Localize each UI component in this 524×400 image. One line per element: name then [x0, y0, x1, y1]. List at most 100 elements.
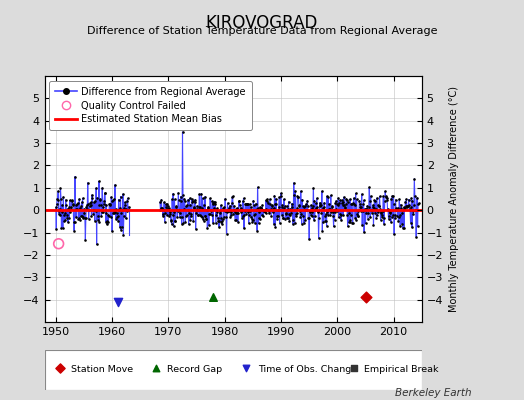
Point: [190, 204, 198, 210]
Point: [171, 218, 179, 224]
Point: [326, 192, 335, 199]
Point: [243, 201, 251, 207]
Point: [118, 224, 127, 231]
Point: [289, 217, 298, 224]
Point: [409, 208, 417, 214]
Point: [54, 240, 63, 247]
Point: [222, 214, 231, 220]
Point: [162, 201, 170, 207]
Point: [385, 206, 394, 213]
Point: [368, 204, 377, 210]
Point: [300, 207, 309, 213]
Point: [306, 208, 314, 214]
Point: [228, 193, 237, 200]
Point: [403, 203, 412, 210]
Point: [247, 214, 255, 220]
Point: [88, 195, 96, 201]
Point: [405, 202, 413, 208]
Point: [302, 201, 310, 207]
Point: [265, 208, 273, 214]
Point: [111, 209, 119, 215]
Point: [252, 207, 260, 213]
Point: [116, 194, 125, 200]
Point: [56, 206, 64, 212]
Point: [324, 194, 332, 200]
Point: [213, 208, 222, 215]
Point: [375, 203, 383, 210]
Point: [63, 215, 71, 222]
Point: [408, 224, 416, 230]
FancyBboxPatch shape: [45, 350, 422, 390]
Point: [338, 197, 346, 204]
Point: [67, 206, 75, 212]
Point: [117, 227, 125, 233]
Point: [78, 213, 86, 220]
Point: [88, 192, 96, 198]
Point: [292, 210, 301, 216]
Point: [198, 205, 206, 212]
Point: [305, 236, 313, 242]
Point: [237, 206, 246, 213]
Point: [316, 202, 325, 208]
Point: [324, 212, 333, 218]
Point: [58, 202, 67, 208]
Point: [363, 205, 371, 212]
Point: [250, 202, 258, 208]
Point: [171, 218, 180, 224]
Point: [354, 207, 362, 214]
Point: [312, 195, 321, 202]
Point: [257, 204, 265, 211]
Point: [307, 202, 315, 208]
Point: [166, 210, 174, 217]
Point: [156, 199, 164, 205]
Point: [92, 241, 101, 248]
Point: [93, 194, 101, 201]
Point: [373, 195, 381, 201]
Point: [305, 209, 314, 216]
Point: [257, 204, 266, 211]
Point: [238, 214, 246, 221]
Point: [357, 208, 365, 214]
Point: [193, 212, 202, 218]
Point: [388, 212, 397, 218]
Point: [250, 219, 259, 226]
Point: [355, 207, 363, 213]
Point: [376, 206, 384, 212]
Point: [86, 199, 95, 206]
Point: [88, 212, 96, 219]
Point: [181, 197, 189, 204]
Point: [285, 210, 293, 217]
Point: [310, 198, 319, 204]
Point: [298, 220, 306, 227]
Point: [311, 212, 319, 219]
Point: [84, 215, 93, 222]
Point: [72, 214, 80, 220]
Point: [161, 204, 170, 210]
Point: [194, 212, 202, 218]
Point: [319, 218, 328, 225]
Point: [204, 205, 212, 212]
Point: [340, 202, 348, 208]
Point: [346, 196, 354, 202]
Point: [412, 207, 421, 213]
Point: [343, 197, 351, 204]
Point: [113, 214, 121, 220]
Point: [378, 214, 386, 220]
Point: [366, 193, 375, 199]
Point: [86, 200, 94, 206]
Point: [401, 205, 409, 212]
Point: [242, 211, 250, 217]
Point: [287, 210, 296, 216]
Point: [290, 192, 298, 198]
Point: [264, 206, 272, 213]
Point: [119, 232, 127, 238]
Point: [74, 215, 83, 221]
Point: [288, 204, 297, 210]
Point: [267, 206, 275, 212]
Point: [335, 200, 343, 206]
Point: [308, 204, 316, 211]
Point: [199, 216, 208, 222]
Point: [241, 208, 249, 214]
Point: [240, 225, 248, 232]
Point: [85, 207, 93, 214]
